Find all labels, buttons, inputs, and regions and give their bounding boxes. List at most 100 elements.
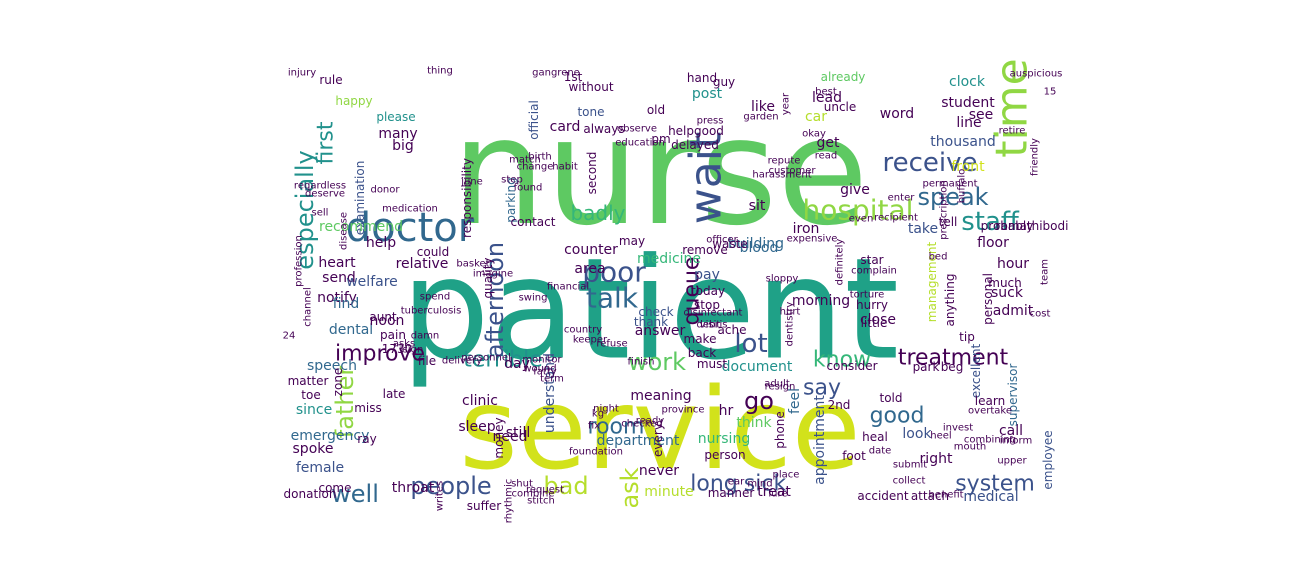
word-appointment: appointment <box>812 395 828 485</box>
word-work: work <box>628 348 686 376</box>
word-happy: happy <box>335 94 372 108</box>
word-time: time <box>987 58 1038 157</box>
word-blood: blood <box>740 240 779 256</box>
word-person: person <box>704 448 745 462</box>
word-hr: hr <box>719 403 734 419</box>
word-late: late <box>383 387 406 401</box>
word-suck: suck <box>991 285 1024 301</box>
word-stop: stop <box>694 298 720 312</box>
word-team: team <box>1040 259 1051 285</box>
word-pain: pain <box>380 328 406 342</box>
word-manner: manner <box>708 486 755 500</box>
word-invest: invest <box>943 423 973 434</box>
word-24: 24 <box>283 331 296 342</box>
word-uncle: uncle <box>824 100 857 114</box>
word-guy: guy <box>713 75 735 89</box>
word-phone: phone <box>773 411 787 449</box>
word-wait: wait <box>681 132 732 224</box>
word-need: need <box>493 429 528 445</box>
word-already: already <box>821 70 866 84</box>
word-ray: ray <box>357 432 376 446</box>
word-personal: personal <box>981 273 995 325</box>
word-wound: wound <box>523 364 556 375</box>
word-terrible: terrible <box>463 348 543 373</box>
word-must: must <box>697 357 728 371</box>
word-good: good <box>870 404 925 429</box>
word-treat: treat <box>757 484 791 500</box>
word-throat: throat <box>392 480 435 496</box>
word-miss: miss <box>354 401 382 415</box>
word-overtake: overtake <box>968 406 1012 417</box>
word-quality: quality <box>481 257 495 298</box>
word-find: find <box>333 296 360 312</box>
word-every: every <box>651 423 665 457</box>
word-expensive: expensive <box>787 234 838 245</box>
word-zone: zone <box>331 368 345 397</box>
word-sign: sign <box>403 345 424 356</box>
word-basket: basket <box>456 259 489 270</box>
word-park: park <box>913 360 940 374</box>
word-read: read <box>815 151 838 162</box>
word-money: money <box>492 417 506 458</box>
word-treatment: treatment <box>898 346 1009 371</box>
word-floor: floor <box>977 235 1009 251</box>
word-customer: customer <box>768 166 816 177</box>
word-medicine: medicine <box>637 251 701 267</box>
word-sleep: sleep <box>458 419 495 435</box>
word-birth: birth <box>528 152 552 163</box>
word-ear: ear <box>728 477 745 488</box>
word-1st: 1st <box>564 70 583 84</box>
word-queue: queue <box>680 257 705 326</box>
word-second: second <box>585 152 599 195</box>
word-go: go <box>744 387 774 415</box>
word-ready: ready <box>636 416 665 427</box>
word-request: request <box>526 485 564 496</box>
word-foot: foot <box>842 449 866 463</box>
word-bed: bed <box>929 252 948 263</box>
word-nurse: nurse <box>452 86 869 258</box>
word-date: date <box>869 446 892 457</box>
word-day: day <box>504 356 530 372</box>
word-minute: minute <box>644 484 693 500</box>
word-fix: fix <box>588 421 600 432</box>
word-counter: counter <box>564 242 618 258</box>
word-attach: attach <box>911 489 949 503</box>
word-come: come <box>318 481 351 495</box>
word-dentistry: dentistry <box>785 302 796 347</box>
word-lead: lead <box>812 90 842 106</box>
word-big: big <box>392 138 414 154</box>
word-think: think <box>736 415 772 431</box>
word-matter: matter <box>288 374 329 388</box>
word-habit: habit <box>552 162 578 173</box>
word-buffalo: buffalo <box>957 169 968 204</box>
word-word: word <box>880 106 914 122</box>
word-mind: mind <box>747 479 772 490</box>
word-thousand: thousand <box>930 134 995 150</box>
word-female: female <box>296 460 344 476</box>
word-many: many <box>378 126 417 142</box>
word-badly: badly <box>570 201 625 225</box>
word-cost: cost <box>1030 309 1051 320</box>
word-never: never <box>639 463 679 479</box>
word-noon: noon <box>370 313 405 329</box>
word-admit: admit <box>993 303 1034 319</box>
word-clinic: clinic <box>462 393 498 409</box>
word-could: could <box>417 245 450 259</box>
word-personnel: personnel <box>461 353 511 364</box>
word-emergency: emergency <box>291 428 370 444</box>
word-check: check <box>638 305 673 319</box>
word-like: like <box>751 99 775 115</box>
word-sloppy: sloppy <box>766 274 799 285</box>
word-june: june <box>460 177 483 188</box>
word-excellent: excellent <box>969 344 983 399</box>
word-disinfectant: disinfectant <box>684 308 743 319</box>
word-regardless: regardless <box>294 181 346 192</box>
word-welfare: welfare <box>346 274 398 290</box>
word-donation: donation <box>284 487 337 501</box>
word-pay: pay <box>694 267 720 283</box>
word-send: send <box>322 270 356 286</box>
word-tuberculosis: tuberculosis <box>401 306 462 317</box>
word-system: system <box>955 472 1035 497</box>
word-financial: financial <box>547 282 589 293</box>
word-give: give <box>840 182 870 198</box>
